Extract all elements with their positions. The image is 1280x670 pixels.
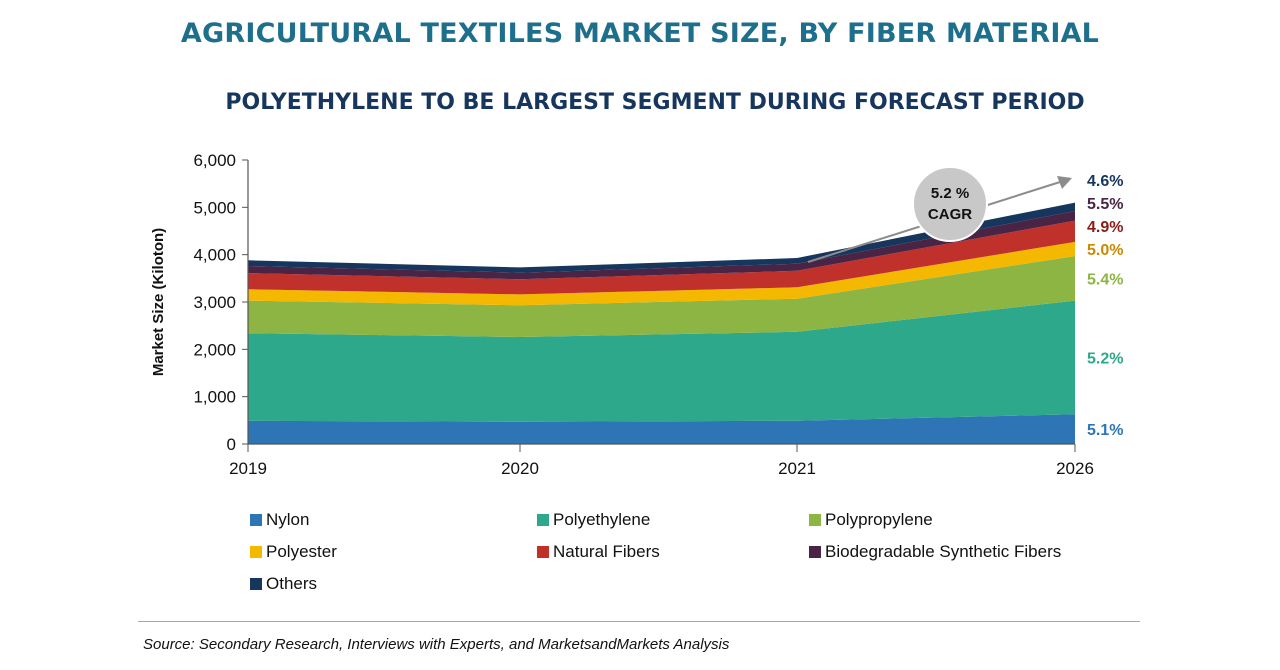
- y-tick-label: 5,000: [193, 198, 236, 217]
- legend-swatch: [809, 546, 821, 558]
- legend-swatch: [250, 514, 262, 526]
- chart-subtitle: POLYETHYLENE TO BE LARGEST SEGMENT DURIN…: [225, 90, 1085, 115]
- area-polypropylene: [248, 256, 1075, 337]
- legend-swatch: [537, 514, 549, 526]
- x-tick-label: 2019: [229, 459, 267, 478]
- y-tick-label: 6,000: [193, 151, 236, 170]
- legend-item-others: Others: [250, 574, 317, 594]
- legend-item-polypropylene: Polypropylene: [809, 510, 933, 530]
- legend-swatch: [250, 578, 262, 590]
- cagr-bubble-value: 5.2 %: [931, 185, 969, 202]
- area-polyethylene: [248, 300, 1075, 422]
- y-tick-label: 3,000: [193, 293, 236, 312]
- y-tick-label: 0: [227, 435, 236, 454]
- y-tick-label: 1,000: [193, 388, 236, 407]
- area-polyester: [248, 241, 1075, 306]
- cagr-bubble: [912, 166, 988, 242]
- legend-swatch: [250, 546, 262, 558]
- legend-item-polyethylene: Polyethylene: [537, 510, 650, 530]
- source-divider: [138, 621, 1140, 622]
- cagr-label-polypropylene: 5.4%: [1087, 271, 1123, 288]
- legend-swatch: [809, 514, 821, 526]
- legend-label: Polyester: [266, 542, 337, 561]
- cagr-label-polyester: 5.0%: [1087, 242, 1123, 259]
- legend-item-biodegradable-synthetic-fibers: Biodegradable Synthetic Fibers: [809, 542, 1061, 562]
- area-others: [248, 202, 1075, 273]
- area-biodegradable-synthetic-fibers: [248, 211, 1075, 280]
- cagr-arrowhead: [1057, 176, 1072, 189]
- source-note: Source: Secondary Research, Interviews w…: [143, 636, 730, 653]
- cagr-label-natural-fibers: 4.9%: [1087, 219, 1123, 236]
- x-tick-label: 2026: [1056, 459, 1094, 478]
- legend-label: Biodegradable Synthetic Fibers: [825, 542, 1062, 561]
- legend-label: Polyethylene: [553, 510, 651, 529]
- area-natural-fibers: [248, 220, 1075, 295]
- y-axis-title: Market Size (Kiloton): [150, 228, 167, 376]
- stacked-area-chart: 0 1,000 2,000 3,000 4,000 5,000 6,000 2019 2020 2…: [150, 151, 1123, 478]
- cagr-label-nylon: 5.1%: [1087, 422, 1123, 439]
- chart-title: AGRICULTURAL TEXTILES MARKET SIZE, BY FI…: [180, 18, 1100, 49]
- cagr-bubble-label: CAGR: [928, 206, 972, 223]
- legend-swatch: [537, 546, 549, 558]
- legend-item-nylon: Nylon: [250, 510, 309, 530]
- legend-label: Polypropylene: [825, 510, 933, 529]
- area-nylon: [248, 414, 1075, 444]
- legend-label: Others: [266, 574, 318, 593]
- cagr-label-biodegradable-synthetic-fibers: 5.5%: [1087, 196, 1123, 213]
- x-tick-label: 2020: [501, 459, 539, 478]
- legend-item-polyester: Polyester: [250, 542, 337, 562]
- y-tick-label: 2,000: [193, 340, 236, 359]
- y-tick-label: 4,000: [193, 246, 236, 265]
- legend-item-natural-fibers: Natural Fibers: [537, 542, 660, 562]
- x-tick-label: 2021: [778, 459, 816, 478]
- legend-label: Natural Fibers: [553, 542, 660, 561]
- legend-label: Nylon: [266, 510, 310, 529]
- cagr-label-others: 4.6%: [1087, 173, 1123, 190]
- cagr-label-polyethylene: 5.2%: [1087, 350, 1123, 367]
